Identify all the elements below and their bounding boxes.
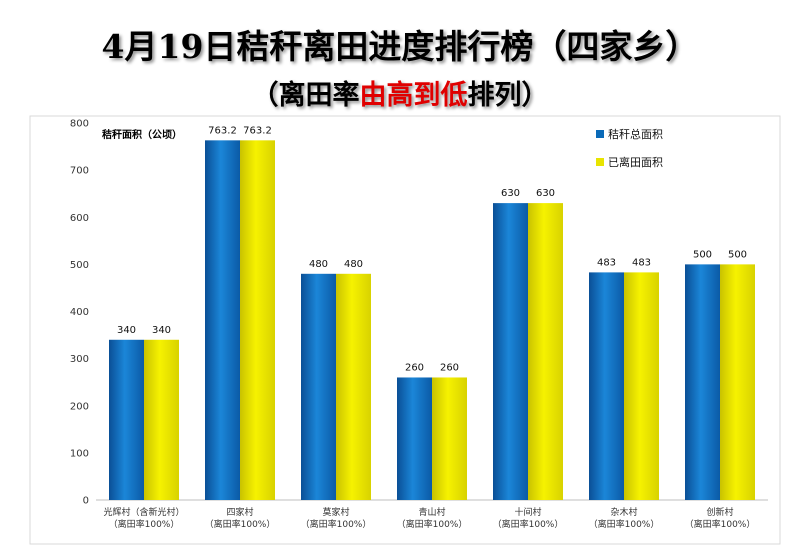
bar-total-area bbox=[301, 273, 336, 500]
data-label: 763.2 bbox=[208, 125, 237, 136]
x-tick-label: 创新村 bbox=[706, 506, 733, 518]
page-title: 4月19日秸秆离田进度排行榜（四家乡） bbox=[101, 27, 699, 66]
data-label: 260 bbox=[440, 362, 459, 373]
data-label: 483 bbox=[597, 257, 616, 268]
y-tick-label: 0 bbox=[83, 496, 89, 507]
data-label: 500 bbox=[728, 249, 747, 260]
subtitle-part3: 排列） bbox=[467, 80, 549, 111]
bar-cleared-area bbox=[336, 273, 371, 500]
x-tick-label-note: （离田率100%） bbox=[397, 518, 468, 530]
bar-cleared-area bbox=[144, 339, 179, 500]
x-tick-label: 青山村 bbox=[418, 506, 445, 518]
bar-cleared-area bbox=[624, 272, 659, 500]
bar-total-area bbox=[493, 203, 528, 501]
data-label: 340 bbox=[117, 325, 136, 336]
legend-swatch-cleared bbox=[596, 158, 604, 166]
x-tick-label: 莫家村 bbox=[322, 506, 349, 518]
y-tick-label: 200 bbox=[70, 401, 89, 412]
bar-total-area bbox=[109, 339, 144, 500]
bar-cleared-area bbox=[432, 377, 467, 500]
y-tick-label: 500 bbox=[70, 260, 89, 271]
y-tick-label: 600 bbox=[70, 213, 89, 224]
data-label: 480 bbox=[344, 259, 363, 270]
legend-swatch-total bbox=[596, 130, 604, 138]
y-axis-label: 秸秆面积（公顷） bbox=[102, 128, 182, 141]
x-tick-label-note: （离田率100%） bbox=[493, 518, 564, 530]
bar-total-area bbox=[397, 377, 432, 500]
x-tick-label: 四家村 bbox=[226, 506, 253, 518]
y-tick-label: 300 bbox=[70, 354, 89, 365]
page-subtitle: （离田率由高到低排列） bbox=[0, 73, 800, 112]
bar-total-area bbox=[685, 264, 720, 500]
x-tick-label-note: （离田率100%） bbox=[301, 518, 372, 530]
x-tick-label-note: （离田率100%） bbox=[589, 518, 660, 530]
data-label: 763.2 bbox=[243, 125, 272, 136]
y-tick-label: 100 bbox=[70, 448, 89, 459]
bar-cleared-area bbox=[528, 203, 563, 501]
data-label: 630 bbox=[501, 188, 520, 199]
y-tick-label: 700 bbox=[70, 166, 89, 177]
y-tick-label: 800 bbox=[70, 119, 89, 130]
bar-total-area bbox=[589, 272, 624, 500]
data-label: 260 bbox=[405, 362, 424, 373]
subtitle-highlight: 由高到低 bbox=[359, 80, 468, 111]
data-label: 500 bbox=[693, 249, 712, 260]
x-tick-label-note: （离田率100%） bbox=[205, 518, 276, 530]
y-tick-label: 400 bbox=[70, 307, 89, 318]
data-label: 630 bbox=[536, 188, 555, 199]
subtitle-part1: （离田率 bbox=[251, 80, 360, 111]
chart-container: 0 100 200 300 400 500 600 700 800 秸秆面积（公顷） 340 340… bbox=[0, 112, 800, 550]
x-tick-label: 十间村 bbox=[514, 506, 541, 518]
data-label: 483 bbox=[632, 257, 651, 268]
bar-chart: 0 100 200 300 400 500 600 700 800 秸秆面积（公顷） 340 340… bbox=[29, 115, 781, 545]
legend-label-cleared: 已离田面积 bbox=[608, 155, 663, 169]
x-tick-label: 光辉村（含新光村） bbox=[103, 506, 184, 518]
legend-label-total: 秸秆总面积 bbox=[608, 127, 663, 141]
data-label: 480 bbox=[309, 259, 328, 270]
x-tick-label-note: （离田率100%） bbox=[109, 518, 180, 530]
bar-cleared-area bbox=[240, 140, 275, 501]
bar-cleared-area bbox=[720, 264, 755, 500]
x-tick-label-note: （离田率100%） bbox=[685, 518, 756, 530]
data-label: 340 bbox=[152, 325, 171, 336]
x-tick-label: 杂木村 bbox=[610, 506, 637, 518]
bar-total-area bbox=[205, 140, 240, 501]
